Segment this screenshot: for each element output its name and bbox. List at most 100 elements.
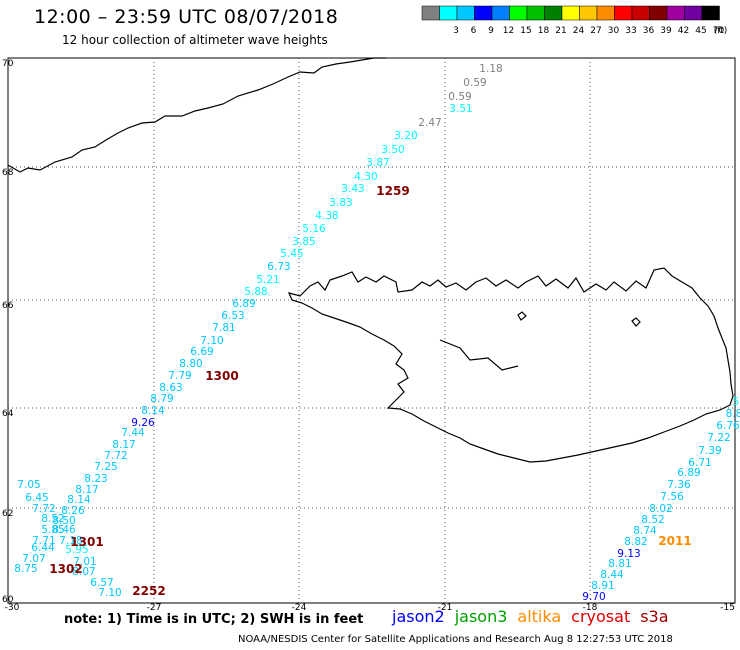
- swh-observation: 7.10: [98, 587, 121, 599]
- track-time-label: 2252: [132, 584, 165, 598]
- swh-observation: 5: [733, 396, 740, 408]
- swh-observation: 8.81: [608, 558, 631, 570]
- swh-observation: 6.69: [190, 346, 213, 358]
- track-time-label: 1302: [49, 562, 82, 576]
- swh-observation: 7.72: [32, 503, 55, 515]
- lat-label: 66: [2, 301, 14, 311]
- scale-swatch: [456, 5, 475, 21]
- scale-swatch: [526, 5, 545, 21]
- swh-observation: 1.18: [479, 63, 502, 75]
- swh-observation: 6.89: [677, 467, 700, 479]
- lat-lon-grid: [8, 58, 735, 603]
- swh-observation: 4.30: [354, 171, 377, 183]
- swh-observation: 7.39: [698, 445, 721, 457]
- swh-observation: 7.56: [660, 491, 684, 503]
- swh-observation: 7.10: [200, 335, 223, 347]
- swh-observation: 8.26: [61, 505, 85, 517]
- swh-observation: 0.59: [448, 91, 471, 103]
- mission-name: jason3: [454, 607, 508, 626]
- swh-observation: 3.50: [381, 144, 404, 156]
- track-time-label: 2011: [658, 534, 691, 548]
- swh-observation: 3.51: [449, 103, 472, 115]
- scale-swatch: [561, 5, 580, 21]
- scale-swatch: [666, 5, 685, 21]
- scale-tick-label: 12: [503, 26, 514, 36]
- scale-swatch: [596, 5, 615, 21]
- swh-observation: 5.16: [302, 223, 326, 235]
- scale-swatch: [701, 5, 720, 21]
- swh-observation: 0.59: [463, 77, 486, 89]
- swh-observation: 8.17: [112, 439, 135, 451]
- swh-observation: 5.85: [41, 524, 64, 536]
- iceland-coast: [287, 267, 734, 463]
- scale-swatch: [439, 5, 458, 21]
- islet: [631, 317, 641, 327]
- swh-observation: 8.50: [52, 515, 75, 527]
- scale-tick-label: 18: [538, 26, 550, 36]
- scale-tick-label: 30: [608, 26, 620, 36]
- swh-observation: 6.57: [90, 577, 113, 589]
- lon-label: -15: [720, 603, 735, 613]
- page-title: 12:00 – 23:59 UTC 08/07/2018: [34, 6, 339, 28]
- swh-observation: 6.71: [688, 457, 711, 469]
- scale-tick-label: 39: [660, 26, 672, 36]
- swh-observation: 3.83: [329, 197, 352, 209]
- swh-observation: 8.74: [633, 525, 657, 537]
- swh-observation: 8.44: [600, 569, 624, 581]
- scale-tick-label: 9: [488, 26, 494, 36]
- scale-swatch: [649, 5, 668, 21]
- swh-observation: 8.14: [67, 494, 91, 506]
- scale-swatch: [421, 5, 440, 21]
- swh-observation: 8.46: [52, 524, 76, 536]
- swh-observation: 7.01: [73, 556, 96, 568]
- swh-observation: 4.38: [315, 210, 338, 222]
- swh-observation: 8.17: [75, 484, 98, 496]
- swh-observation: 9.26: [131, 417, 155, 429]
- scale-tick-label: 27: [590, 26, 601, 36]
- swh-observation: 7.36: [667, 479, 691, 491]
- swh-observation: 8.07: [72, 566, 95, 578]
- scale-tick-label: 33: [625, 26, 636, 36]
- scale-tick-label: 24: [573, 26, 585, 36]
- swh-observation: 7.71: [32, 535, 55, 547]
- lon-label: -18: [583, 603, 598, 613]
- swh-observation: 8.52: [641, 514, 664, 526]
- iceland-inlet: [439, 339, 519, 371]
- axis-labels: 70 68 66 64 62 60-30 -27 -24 -21 -18 -15: [2, 59, 735, 613]
- scale-swatch: [614, 5, 633, 21]
- swh-observation: 5.88: [244, 286, 267, 298]
- scale-tick-label: 15: [520, 26, 531, 36]
- swh-observation: 2.47: [418, 117, 441, 129]
- scale-tick-label: 21: [555, 26, 566, 36]
- greenland-coast: [7, 57, 386, 173]
- swh-observation: 9.70: [582, 591, 605, 603]
- coastline: [7, 57, 734, 463]
- scale-swatch: [579, 5, 598, 21]
- swh-observation: 3.87: [366, 157, 389, 169]
- swh-observation: 8.23: [84, 473, 107, 485]
- page-subtitle: 12 hour collection of altimeter wave hei…: [62, 33, 328, 47]
- mission-name: jason2: [392, 607, 445, 626]
- scale-tick-label: 3: [453, 26, 459, 36]
- swh-observation: 8.8: [726, 408, 740, 420]
- swh-observation: 8.75: [14, 563, 37, 575]
- scale-tick-label: 42: [678, 26, 689, 36]
- scale-swatch: [474, 5, 493, 21]
- swh-observation: 3.85: [292, 236, 315, 248]
- swh-observation: 8.91: [591, 580, 614, 592]
- footer-credit: NOAA/NESDIS Center for Satellite Applica…: [238, 634, 673, 645]
- lon-label: -21: [438, 603, 453, 613]
- swh-observation: 8.52: [41, 513, 64, 525]
- color-scale-legend: 3 6 9 12 15 18 21 24 27 30 33 36 39 42 45 70(ft): [421, 5, 728, 36]
- swh-observation: 6.89: [232, 298, 255, 310]
- swh-observation: 5.21: [256, 274, 279, 286]
- scale-tick-label: 70: [713, 26, 725, 36]
- scale-tick-label: 36: [643, 26, 655, 36]
- swh-observation: 6.44: [31, 542, 55, 554]
- swh-observation: 7.22: [707, 432, 730, 444]
- scale-unit-label: (ft): [714, 26, 728, 36]
- scale-swatch: [509, 5, 528, 21]
- scale-swatch: [631, 5, 650, 21]
- scale-swatch: [491, 5, 510, 21]
